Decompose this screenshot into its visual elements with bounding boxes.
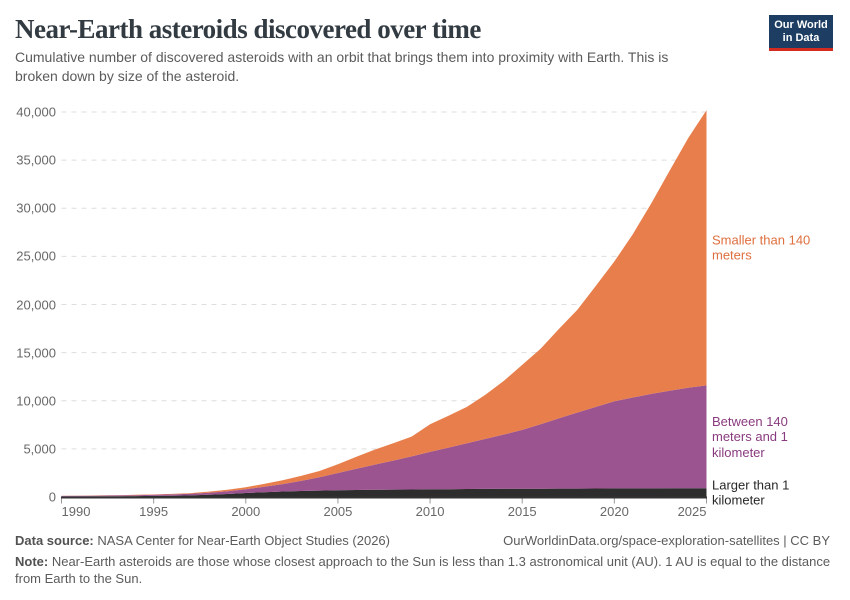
owid-logo: Our World in Data <box>769 15 833 51</box>
footer-note-label: Note: <box>15 554 49 569</box>
area-between-140-meters-and-1-kilometer <box>61 385 707 497</box>
y-tick-label: 30,000 <box>16 200 56 216</box>
x-tick-label: 2015 <box>507 504 537 519</box>
footer-source-label: Data source: <box>15 533 94 548</box>
owid-logo-line2: in Data <box>782 32 820 44</box>
x-tick-label: 2025 <box>677 504 707 519</box>
area-smaller-than-140-meters <box>61 110 707 496</box>
y-tick-label: 10,000 <box>16 393 56 409</box>
series-label-larger-than-1-kilometer: Larger than 1 kilometer <box>712 477 790 508</box>
y-tick-label: 5,000 <box>23 441 56 457</box>
footer-note-text: Near-Earth asteroids are those whose clo… <box>15 554 831 587</box>
footer-source-text: NASA Center for Near-Earth Object Studie… <box>93 533 390 548</box>
y-tick-label: 25,000 <box>16 248 56 264</box>
series-label-between-140-meters-and-1-kilometer: Between 140 meters and 1 kilometer <box>712 413 788 460</box>
owid-logo-line1: Our World <box>774 19 828 31</box>
y-tick-label: 0 <box>48 489 56 505</box>
footer-credit: OurWorldinData.org/space-exploration-sat… <box>503 533 830 548</box>
x-tick-label: 2000 <box>231 504 261 519</box>
x-tick-label: 1990 <box>61 504 91 519</box>
y-tick-label: 15,000 <box>16 345 56 361</box>
x-tick-label: 1995 <box>139 504 169 519</box>
x-tick-label: 2010 <box>415 504 445 519</box>
page-subtitle: Cumulative number of discovered asteroid… <box>15 49 669 84</box>
page-title: Near-Earth asteroids discovered over tim… <box>15 14 481 44</box>
footer-source: Data source: NASA Center for Near-Earth … <box>15 533 390 548</box>
area-larger-than-1-kilometer <box>61 488 707 497</box>
x-tick-label: 2005 <box>323 504 353 519</box>
y-tick-label: 35,000 <box>16 152 56 168</box>
x-tick-label: 2020 <box>599 504 629 519</box>
y-tick-label: 40,000 <box>16 104 56 120</box>
y-tick-label: 20,000 <box>16 297 56 312</box>
series-label-smaller-than-140-meters: Smaller than 140 meters <box>712 232 811 263</box>
footer-note: Note: Near-Earth asteroids are those who… <box>15 553 837 587</box>
